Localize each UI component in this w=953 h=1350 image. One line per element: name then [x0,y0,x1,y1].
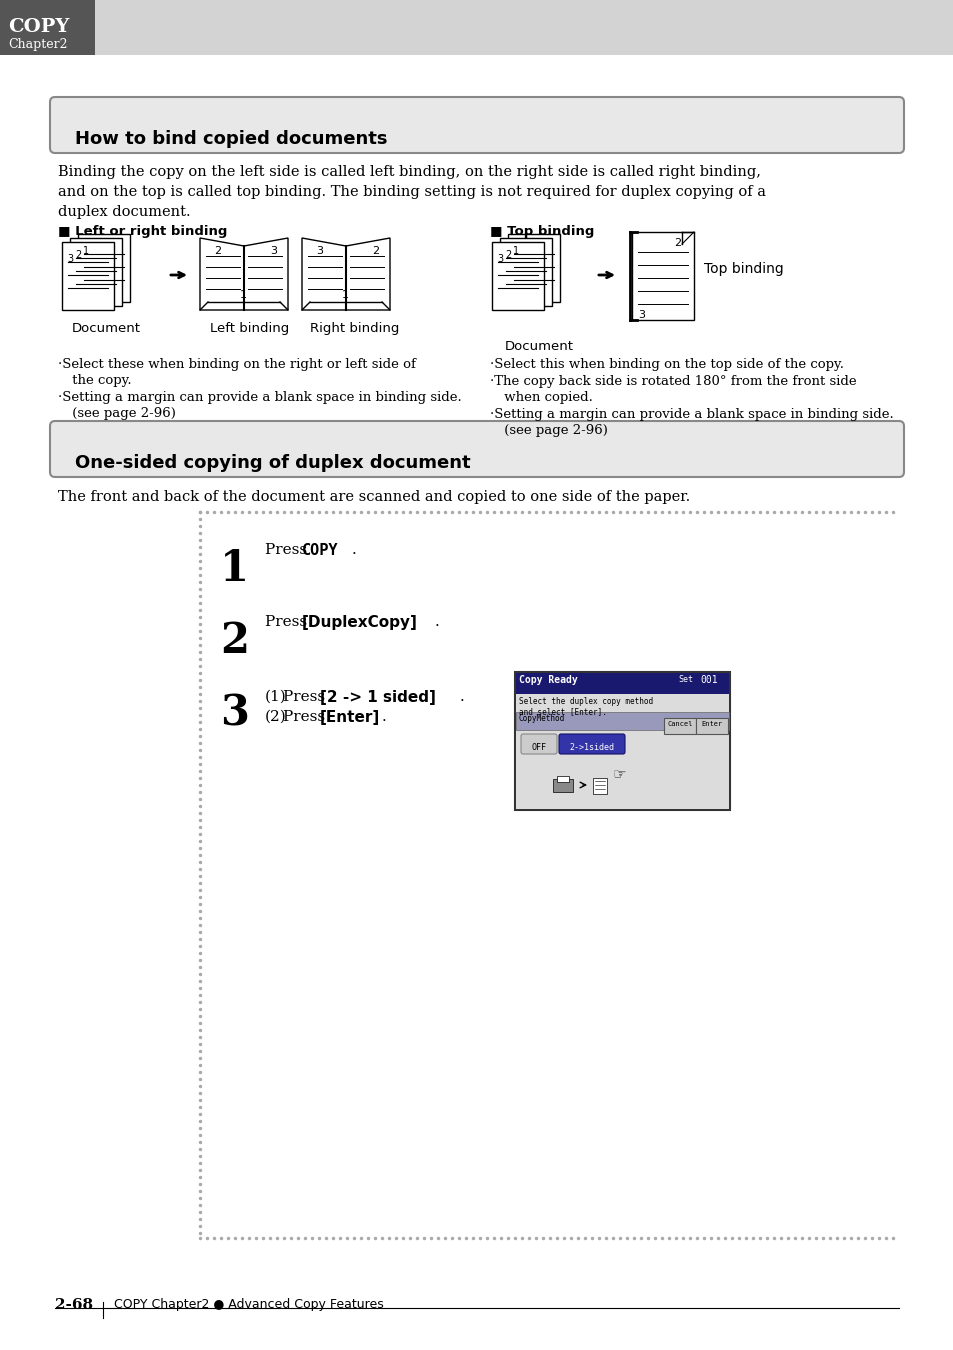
FancyBboxPatch shape [70,238,122,306]
Text: .: . [381,710,386,724]
Text: Enter: Enter [700,721,721,728]
Text: Set: Set [678,675,692,684]
Text: Binding the copy on the left side is called left binding, on the right side is c: Binding the copy on the left side is cal… [58,165,760,180]
Text: Right binding: Right binding [310,323,399,335]
Text: .: . [459,690,464,703]
Text: 3: 3 [315,246,323,256]
Text: COPY Chapter2 ● Advanced Copy Features: COPY Chapter2 ● Advanced Copy Features [113,1297,383,1311]
Text: the copy.: the copy. [68,374,132,387]
Text: ■ Top binding: ■ Top binding [490,225,594,238]
Text: [DuplexCopy]: [DuplexCopy] [302,616,417,630]
Text: One-sided copying of duplex document: One-sided copying of duplex document [75,454,470,472]
Polygon shape [244,238,288,310]
Text: Left binding: Left binding [210,323,289,335]
Text: and select [Enter].: and select [Enter]. [518,707,606,716]
Polygon shape [302,238,346,310]
Text: 1: 1 [341,290,349,300]
Text: 2: 2 [75,250,81,261]
FancyBboxPatch shape [62,242,113,310]
Text: 3: 3 [270,246,276,256]
Text: ·Select this when binding on the top side of the copy.: ·Select this when binding on the top sid… [490,358,843,371]
Text: 2: 2 [673,238,680,248]
Text: Press: Press [265,616,312,629]
FancyBboxPatch shape [50,97,903,153]
Text: Press: Press [265,543,312,558]
FancyBboxPatch shape [696,718,727,734]
Text: 3: 3 [220,693,249,734]
Text: 3: 3 [67,254,73,265]
FancyBboxPatch shape [516,711,728,730]
Text: 2: 2 [213,246,221,256]
Text: How to bind copied documents: How to bind copied documents [75,130,387,148]
Text: CopyMethod: CopyMethod [518,714,565,724]
Text: 1: 1 [240,290,247,300]
Text: ·Select these when binding on the right or left side of: ·Select these when binding on the right … [58,358,416,371]
Text: [Enter]: [Enter] [319,710,380,725]
Text: ☞: ☞ [613,767,626,782]
Text: Copy Ready: Copy Ready [518,675,578,684]
Text: 1: 1 [83,246,89,256]
FancyBboxPatch shape [0,0,95,55]
FancyBboxPatch shape [507,234,559,302]
Text: [2 -> 1 sided]: [2 -> 1 sided] [319,690,436,705]
FancyBboxPatch shape [499,238,552,306]
Text: COPY: COPY [8,18,70,36]
Text: Document: Document [71,323,141,335]
Text: Document: Document [504,340,574,352]
FancyBboxPatch shape [520,734,557,755]
Polygon shape [200,238,244,310]
Text: (see page 2-96): (see page 2-96) [499,424,607,437]
Text: 1: 1 [220,548,249,590]
FancyBboxPatch shape [50,421,903,477]
Text: .: . [435,616,439,629]
FancyBboxPatch shape [492,242,543,310]
Text: (1): (1) [265,690,287,703]
FancyBboxPatch shape [0,0,953,55]
Text: (see page 2-96): (see page 2-96) [68,406,175,420]
Text: 3: 3 [638,310,644,320]
Text: Press: Press [283,710,330,724]
FancyBboxPatch shape [516,694,728,809]
FancyBboxPatch shape [516,674,728,694]
Text: 3: 3 [497,254,502,265]
Text: 1: 1 [513,246,518,256]
Text: duplex document.: duplex document. [58,205,191,219]
Text: 2: 2 [504,250,511,261]
Text: 2: 2 [220,620,249,661]
Text: Cancel: Cancel [666,721,692,728]
Polygon shape [593,778,606,794]
Text: and on the top is called top binding. The binding setting is not required for du: and on the top is called top binding. Th… [58,185,765,198]
Text: 2: 2 [372,246,378,256]
Text: .: . [352,543,356,558]
Text: ·Setting a margin can provide a blank space in binding side.: ·Setting a margin can provide a blank sp… [58,392,461,404]
FancyBboxPatch shape [663,718,696,734]
Text: Press: Press [283,690,330,703]
FancyBboxPatch shape [78,234,130,302]
Polygon shape [557,776,568,782]
Text: Chapter2: Chapter2 [8,38,68,51]
Text: ·The copy back side is rotated 180° from the front side: ·The copy back side is rotated 180° from… [490,375,856,387]
Text: OFF: OFF [531,743,546,752]
Text: 2-68: 2-68 [55,1297,93,1312]
Text: 2->1sided: 2->1sided [569,743,614,752]
Text: Top binding: Top binding [703,262,783,275]
FancyBboxPatch shape [515,672,729,810]
Text: (2): (2) [265,710,287,724]
Text: The front and back of the document are scanned and copied to one side of the pap: The front and back of the document are s… [58,490,690,504]
Polygon shape [346,238,390,310]
Polygon shape [553,779,573,792]
Text: 001: 001 [700,675,717,684]
FancyBboxPatch shape [631,232,693,320]
Text: Select the duplex copy method: Select the duplex copy method [518,697,653,706]
Text: ■ Left or right binding: ■ Left or right binding [58,225,227,238]
Text: ·Setting a margin can provide a blank space in binding side.: ·Setting a margin can provide a blank sp… [490,408,893,421]
Text: when copied.: when copied. [499,392,592,404]
Text: COPY: COPY [302,543,338,558]
FancyBboxPatch shape [558,734,624,755]
